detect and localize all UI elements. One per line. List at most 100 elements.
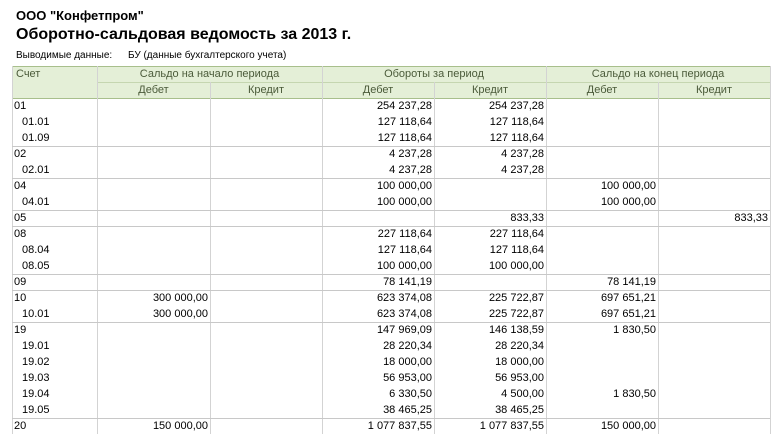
- border: [12, 98, 770, 99]
- amount: 150 000,00: [152, 420, 208, 432]
- amount: 254 237,28: [488, 100, 544, 112]
- account: 02: [14, 148, 27, 160]
- amount: 4 500,00: [501, 388, 544, 400]
- amount: 1 830,50: [613, 324, 656, 336]
- column-line: [322, 66, 323, 434]
- amount: 100 000,00: [600, 180, 656, 192]
- column-line: [770, 66, 771, 434]
- row-line: [12, 226, 770, 227]
- amount: 18 000,00: [383, 356, 432, 368]
- row-line: [12, 178, 770, 179]
- amount: 6 330,50: [389, 388, 432, 400]
- account: 08: [14, 228, 27, 240]
- account: 19.02: [22, 356, 50, 368]
- column-line: [546, 66, 547, 434]
- amount: 623 374,08: [376, 308, 432, 320]
- border: [97, 82, 770, 83]
- amount: 833,33: [510, 212, 544, 224]
- amount: 100 000,00: [488, 260, 544, 272]
- account: 19.05: [22, 404, 50, 416]
- column-line: [434, 82, 435, 434]
- column-line: [658, 82, 659, 434]
- column-line: [210, 82, 211, 434]
- amount: 300 000,00: [152, 308, 208, 320]
- row-line: [12, 290, 770, 291]
- amount: 127 118,64: [489, 116, 544, 128]
- row-line: [12, 322, 770, 323]
- debit-header: Дебет: [97, 82, 210, 98]
- amount: 4 237,28: [501, 164, 544, 176]
- report-title: Оборотно-сальдовая ведомость за 2013 г.: [16, 26, 352, 43]
- amount: 833,33: [734, 212, 768, 224]
- account-header: Счет: [12, 66, 97, 98]
- amount: 147 969,09: [376, 324, 432, 336]
- account: 09: [14, 276, 27, 288]
- debit-header: Дебет: [546, 82, 658, 98]
- amount: 56 953,00: [495, 372, 544, 384]
- account: 19.01: [22, 340, 50, 352]
- amount: 697 651,21: [600, 292, 656, 304]
- amount: 28 220,34: [495, 340, 544, 352]
- amount: 227 118,64: [489, 228, 544, 240]
- amount: 4 237,28: [501, 148, 544, 160]
- amount: 100 000,00: [376, 260, 432, 272]
- account: 19: [14, 324, 27, 336]
- account: 08.05: [22, 260, 50, 272]
- amount: 225 722,87: [488, 292, 544, 304]
- group-header: Сальдо на конец периода: [546, 66, 770, 82]
- debit-header: Дебет: [322, 82, 434, 98]
- group-header: Обороты за период: [322, 66, 546, 82]
- account: 19.03: [22, 372, 50, 384]
- amount: 56 953,00: [383, 372, 432, 384]
- amount: 227 118,64: [377, 228, 432, 240]
- amount: 78 141,19: [383, 276, 432, 288]
- amount: 623 374,08: [376, 292, 432, 304]
- amount: 225 722,87: [488, 308, 544, 320]
- account: 19.04: [22, 388, 50, 400]
- amount: 4 237,28: [389, 164, 432, 176]
- account: 01: [14, 100, 27, 112]
- amount: 150 000,00: [600, 420, 656, 432]
- account: 05: [14, 212, 27, 224]
- row-line: [12, 146, 770, 147]
- account: 10.01: [22, 308, 50, 320]
- amount: 127 118,64: [377, 244, 432, 256]
- amount: 78 141,19: [607, 276, 656, 288]
- amount: 1 830,50: [613, 388, 656, 400]
- amount: 100 000,00: [376, 180, 432, 192]
- account: 20: [14, 420, 27, 432]
- company: ООО "Конфетпром": [16, 8, 144, 23]
- row-line: [12, 418, 770, 419]
- amount: 100 000,00: [600, 196, 656, 208]
- filter-label: Выводимые данные:: [16, 50, 113, 61]
- credit-header: Кредит: [658, 82, 770, 98]
- row-line: [12, 210, 770, 211]
- amount: 38 465,25: [383, 404, 432, 416]
- amount: 146 138,59: [488, 324, 544, 336]
- account: 01.01: [22, 116, 50, 128]
- amount: 697 651,21: [600, 308, 656, 320]
- column-line: [97, 66, 98, 434]
- account: 02.01: [22, 164, 50, 176]
- border: [12, 66, 770, 67]
- account: 10: [14, 292, 27, 304]
- amount: 18 000,00: [495, 356, 544, 368]
- amount: 100 000,00: [376, 196, 432, 208]
- amount: 28 220,34: [383, 340, 432, 352]
- group-header: Сальдо на начало периода: [97, 66, 322, 82]
- amount: 1 077 837,55: [479, 420, 544, 432]
- amount: 127 118,64: [377, 116, 432, 128]
- amount: 127 118,64: [489, 244, 544, 256]
- amount: 300 000,00: [152, 292, 208, 304]
- account: 01.09: [22, 132, 50, 144]
- column-line: [12, 66, 13, 434]
- amount: 127 118,64: [377, 132, 432, 144]
- account: 04.01: [22, 196, 50, 208]
- account: 08.04: [22, 244, 50, 256]
- account: 04: [14, 180, 27, 192]
- amount: 1 077 837,55: [367, 420, 432, 432]
- amount: 4 237,28: [389, 148, 432, 160]
- amount: 254 237,28: [376, 100, 432, 112]
- credit-header: Кредит: [210, 82, 322, 98]
